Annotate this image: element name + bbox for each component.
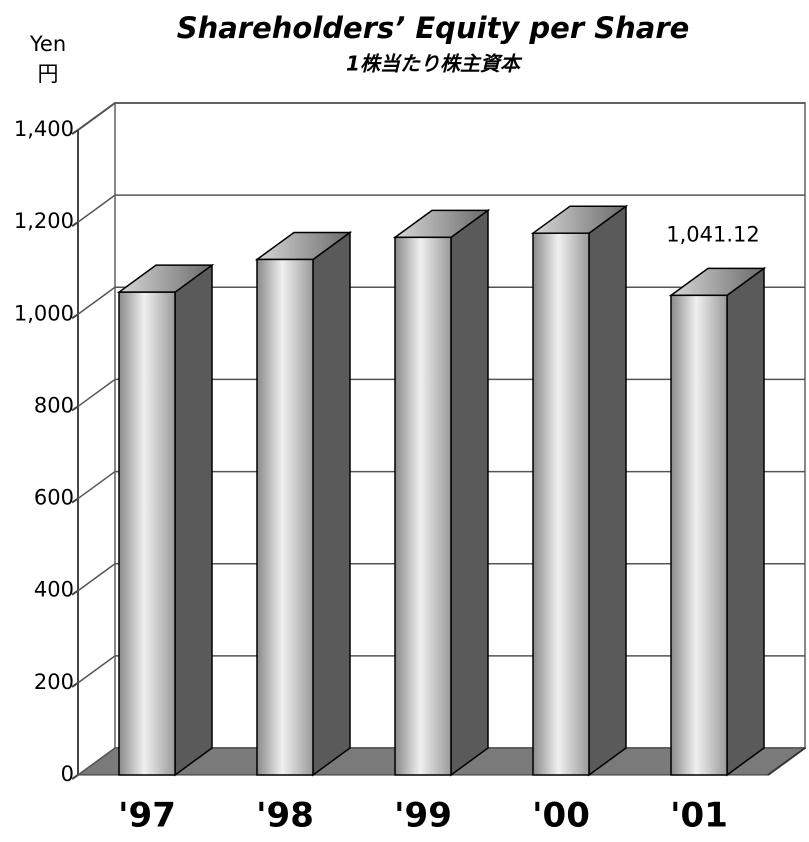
x-tick-label: '98 — [256, 796, 314, 836]
side-grid — [77, 102, 116, 131]
chart-subtitle: 1株当たり株主資本 — [346, 52, 523, 76]
y-tick-label: 600 — [34, 486, 74, 510]
y-tick-label: 200 — [34, 670, 74, 694]
bar — [256, 258, 314, 776]
x-tick-label: '00 — [532, 796, 590, 836]
bar-side — [174, 263, 213, 777]
y-tick-label: 1,000 — [14, 301, 74, 325]
bar — [118, 291, 176, 776]
tick-mark — [71, 313, 79, 320]
y-tick-label: 800 — [34, 393, 74, 417]
x-tick-label: '99 — [394, 796, 452, 836]
y-axis-label: 円 — [38, 62, 59, 86]
side-grid — [77, 194, 116, 223]
bar-side — [726, 266, 765, 777]
bar — [532, 232, 590, 776]
y-axis-label: Yen — [29, 32, 66, 56]
bar — [670, 294, 728, 776]
side-grid — [77, 655, 116, 684]
y-tick-label: 1,400 — [14, 117, 74, 141]
tick-mark — [71, 129, 79, 135]
y-tick-label: 400 — [34, 578, 74, 602]
side-grid — [77, 378, 116, 408]
side-grid — [77, 470, 116, 500]
bar — [394, 236, 452, 776]
tick-mark — [71, 221, 79, 227]
bar-side — [450, 208, 489, 777]
bar-side — [312, 230, 351, 777]
side-grid — [77, 747, 116, 776]
data-label: 1,041.12 — [666, 222, 760, 246]
tick-mark — [71, 589, 79, 596]
y-tick-label: 0 — [61, 762, 74, 786]
floor-edge — [767, 747, 806, 776]
tick-mark — [71, 497, 79, 504]
x-tick-label: '01 — [670, 796, 728, 836]
side-grid — [77, 286, 116, 315]
side-grid — [77, 563, 116, 592]
tick-mark — [71, 405, 79, 412]
y-tick-label: 1,200 — [14, 209, 74, 233]
bar-side — [588, 204, 627, 777]
tick-mark — [71, 682, 79, 688]
tick-mark — [71, 774, 79, 780]
chart-title: Shareholders’ Equity per Share — [177, 11, 690, 45]
x-tick-label: '97 — [118, 796, 176, 836]
